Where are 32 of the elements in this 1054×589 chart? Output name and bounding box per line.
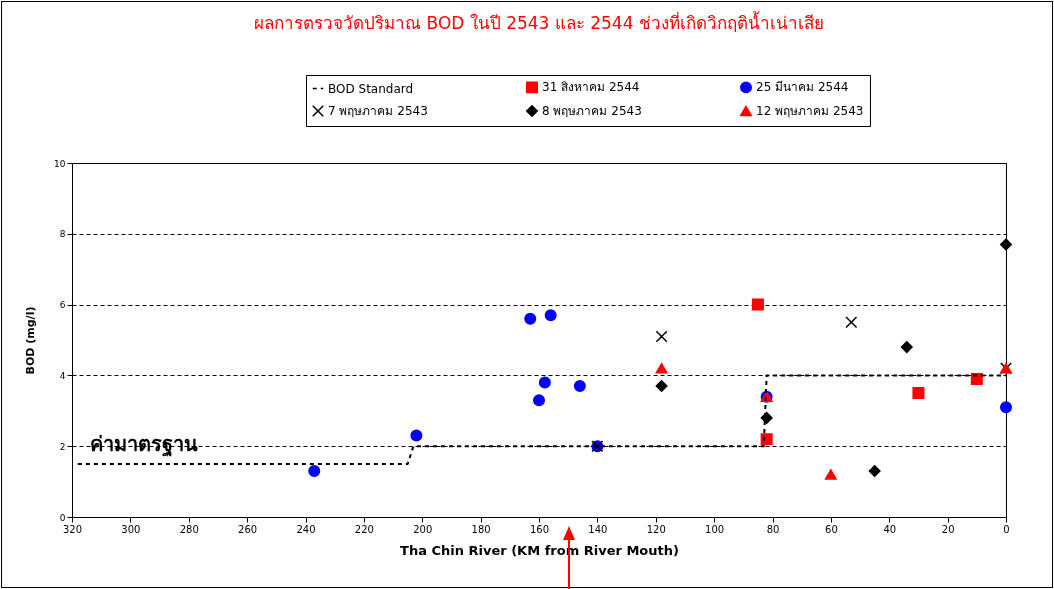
y-tick-label: 2 — [59, 441, 66, 452]
x-tick-label: 0 — [1003, 523, 1010, 535]
legend-label: 7 พฤษภาคม 2543 — [328, 104, 428, 118]
x-tick-label: 180 — [471, 523, 491, 535]
x-tick-label: 300 — [121, 523, 141, 535]
legend-label: 8 พฤษภาคม 2543 — [542, 104, 642, 118]
y-axis-title: BOD (mg/l) — [24, 306, 38, 375]
x-tick-label: 240 — [296, 523, 316, 535]
x-tick-label: 280 — [179, 523, 199, 535]
annotation: ค่ามาตรฐาน — [90, 432, 198, 458]
legend-label: BOD Standard — [328, 81, 414, 96]
y-tick-label: 4 — [59, 370, 66, 381]
legend-label: 31 สิงหาคม 2544 — [542, 80, 640, 95]
y-tick-label: 6 — [59, 300, 66, 311]
y-tick-label: 10 — [54, 158, 66, 169]
x-tick-label: 320 — [62, 523, 83, 535]
legend-label: 12 พฤษภาคม 2543 — [756, 104, 864, 118]
x-tick-label: 40 — [883, 523, 897, 535]
x-tick-label: 120 — [646, 523, 666, 535]
x-tick-label: 160 — [529, 523, 550, 535]
x-tick-label: 60 — [825, 523, 838, 535]
y-tick-label: 8 — [59, 229, 66, 240]
chart-title: ผลการตรวจวัดปริมาณ BOD ในปี 2543 และ 2544 ช่วงที่เกิดวิกฤติน้ำเน่าเสีย — [254, 10, 824, 33]
x-tick-label: 100 — [705, 523, 725, 535]
x-tick-label: 220 — [354, 523, 374, 535]
legend-label: 25 มีนาคม 2544 — [756, 80, 849, 95]
x-tick-label: 260 — [238, 523, 258, 535]
y-tick-label: 0 — [59, 512, 66, 523]
x-tick-label: 20 — [941, 523, 955, 535]
x-tick-label: 200 — [413, 523, 433, 535]
x-tick-label: 80 — [766, 523, 780, 535]
x-tick-label: 140 — [588, 523, 608, 535]
